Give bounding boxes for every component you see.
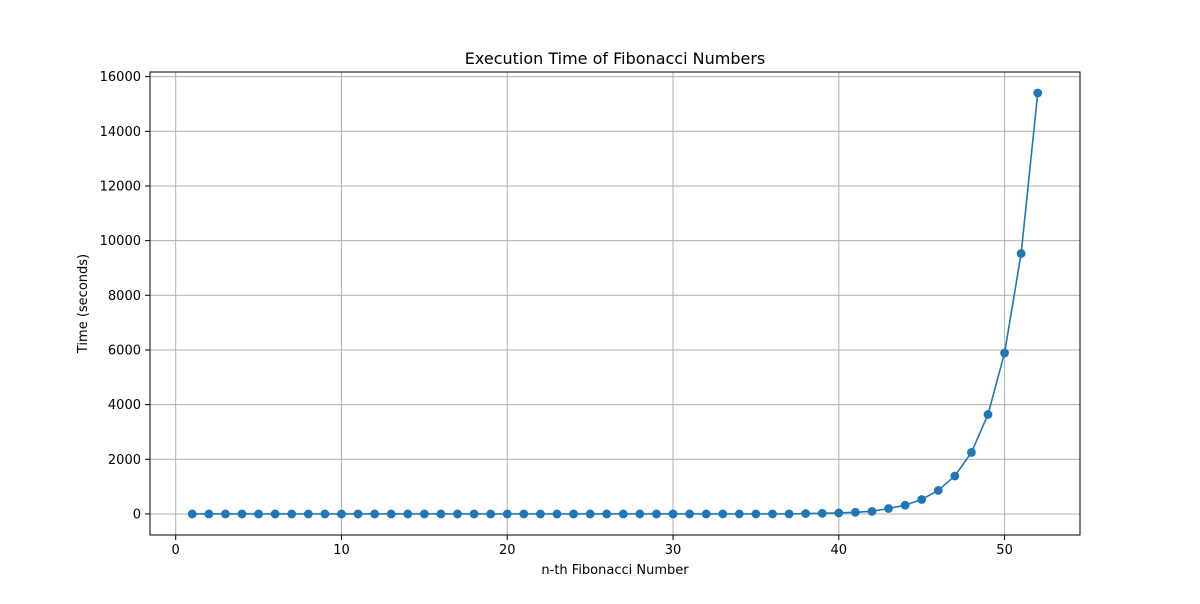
data-point bbox=[403, 509, 413, 519]
data-point bbox=[917, 495, 927, 504]
data-point bbox=[221, 509, 230, 519]
x-tick-label: 50 bbox=[996, 543, 1013, 558]
data-point bbox=[834, 508, 844, 518]
data-point bbox=[303, 509, 313, 519]
data-point bbox=[370, 509, 380, 519]
data-point bbox=[685, 509, 694, 519]
y-tick-label: 2000 bbox=[108, 453, 141, 468]
y-axis-label: Time (seconds) bbox=[76, 254, 91, 354]
data-point bbox=[419, 509, 429, 519]
data-point bbox=[884, 504, 893, 513]
ticks: 0 10 20 30 40 50 0 2000 4000 6000 8000 10000 12000 14… bbox=[100, 70, 1013, 558]
data-point bbox=[784, 509, 794, 519]
data-point bbox=[635, 509, 645, 519]
series-layer bbox=[187, 88, 1043, 519]
data-point bbox=[237, 509, 247, 519]
data-point bbox=[602, 509, 612, 519]
data-point bbox=[270, 509, 280, 519]
y-tick-label: 14000 bbox=[100, 125, 141, 140]
data-point bbox=[850, 507, 860, 517]
data-point bbox=[386, 509, 396, 519]
x-tick-label: 10 bbox=[333, 543, 350, 558]
y-tick-label: 0 bbox=[133, 507, 141, 522]
data-point bbox=[652, 509, 661, 519]
y-tick-label: 12000 bbox=[100, 179, 141, 194]
data-point bbox=[486, 509, 496, 519]
data-point bbox=[867, 506, 877, 516]
series-line bbox=[192, 92, 1039, 515]
data-point bbox=[337, 509, 346, 519]
data-point bbox=[983, 410, 993, 419]
y-tick-label: 16000 bbox=[100, 70, 141, 85]
y-tick-label: 4000 bbox=[108, 398, 141, 413]
chart-title: Execution Time of Fibonacci Numbers bbox=[465, 49, 765, 68]
axes-frame bbox=[149, 71, 1081, 536]
data-point bbox=[817, 508, 827, 518]
data-point bbox=[1033, 88, 1043, 98]
data-point bbox=[204, 509, 214, 519]
data-point bbox=[734, 509, 744, 519]
data-point bbox=[254, 509, 263, 519]
data-point bbox=[536, 509, 545, 519]
data-point bbox=[801, 509, 811, 518]
data-point bbox=[701, 509, 711, 519]
data-point bbox=[967, 448, 976, 457]
data-point bbox=[751, 509, 761, 519]
data-point bbox=[933, 486, 943, 495]
y-tick-label: 8000 bbox=[108, 289, 141, 304]
data-point bbox=[950, 471, 960, 481]
data-point bbox=[552, 509, 562, 519]
y-tick-label: 6000 bbox=[108, 343, 141, 358]
data-point bbox=[287, 509, 297, 519]
y-tick-label: 10000 bbox=[100, 234, 141, 249]
data-point bbox=[353, 509, 363, 519]
x-tick-label: 40 bbox=[831, 543, 848, 558]
data-point bbox=[1000, 348, 1009, 358]
data-point bbox=[320, 509, 330, 519]
x-axis-label: n-th Fibonacci Number bbox=[541, 563, 689, 578]
data-point bbox=[718, 509, 728, 519]
data-point bbox=[668, 509, 678, 519]
grid bbox=[150, 72, 1080, 535]
x-tick-label: 20 bbox=[499, 543, 516, 558]
data-point bbox=[469, 509, 479, 519]
data-point bbox=[502, 509, 512, 519]
data-point bbox=[1016, 249, 1026, 258]
data-point bbox=[900, 500, 910, 510]
data-point bbox=[436, 509, 446, 519]
data-point bbox=[519, 509, 529, 519]
data-point bbox=[768, 509, 777, 519]
x-tick-label: 0 bbox=[172, 543, 180, 558]
data-point bbox=[187, 509, 197, 519]
data-point bbox=[618, 509, 628, 519]
data-point bbox=[453, 509, 462, 519]
data-point bbox=[585, 509, 595, 519]
data-point bbox=[569, 509, 578, 519]
x-tick-label: 30 bbox=[665, 543, 682, 558]
